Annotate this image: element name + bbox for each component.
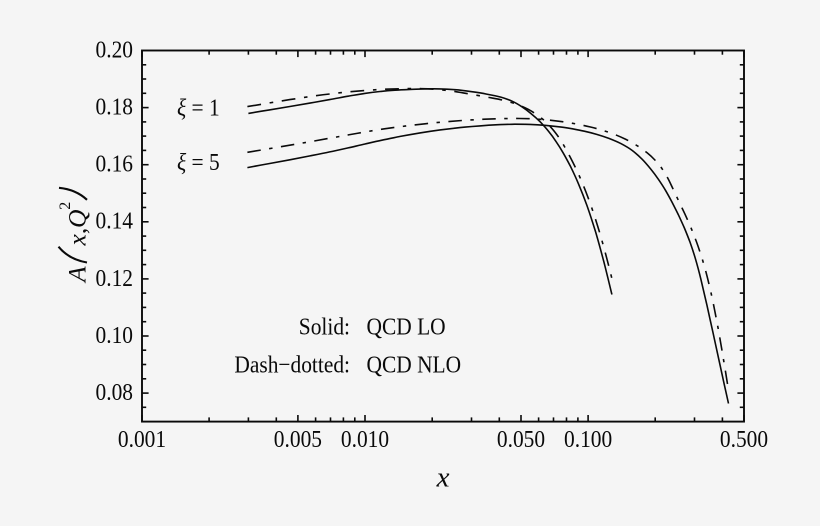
svg-text:0.08: 0.08 [96, 378, 133, 406]
svg-text:QCD NLO: QCD NLO [367, 350, 462, 378]
svg-text:Dash−dotted:: Dash−dotted: [234, 350, 350, 378]
svg-text:2: 2 [57, 202, 74, 210]
svg-text:0.20: 0.20 [96, 35, 133, 63]
svg-text:0.10: 0.10 [96, 321, 133, 349]
svg-text:QCD LO: QCD LO [367, 312, 446, 340]
svg-text:x: x [436, 461, 450, 493]
svg-text:ξ = 1: ξ = 1 [177, 93, 220, 121]
svg-text:0.16: 0.16 [96, 149, 133, 177]
svg-text:x,: x, [63, 228, 92, 247]
svg-text:Q: Q [63, 210, 92, 228]
svg-text:0.001: 0.001 [118, 425, 166, 453]
svg-text:0.14: 0.14 [96, 206, 134, 234]
svg-text:0.500: 0.500 [720, 425, 768, 453]
svg-text:Solid:: Solid: [299, 312, 350, 340]
svg-text:0.010: 0.010 [341, 425, 389, 453]
svg-text:0.005: 0.005 [274, 425, 322, 453]
svg-text:ξ = 5: ξ = 5 [177, 148, 220, 176]
svg-text:0.100: 0.100 [564, 425, 612, 453]
svg-text:0.12: 0.12 [96, 263, 133, 291]
svg-text:0.18: 0.18 [96, 92, 133, 120]
svg-text:0.050: 0.050 [497, 425, 545, 453]
svg-text:A: A [63, 266, 92, 284]
